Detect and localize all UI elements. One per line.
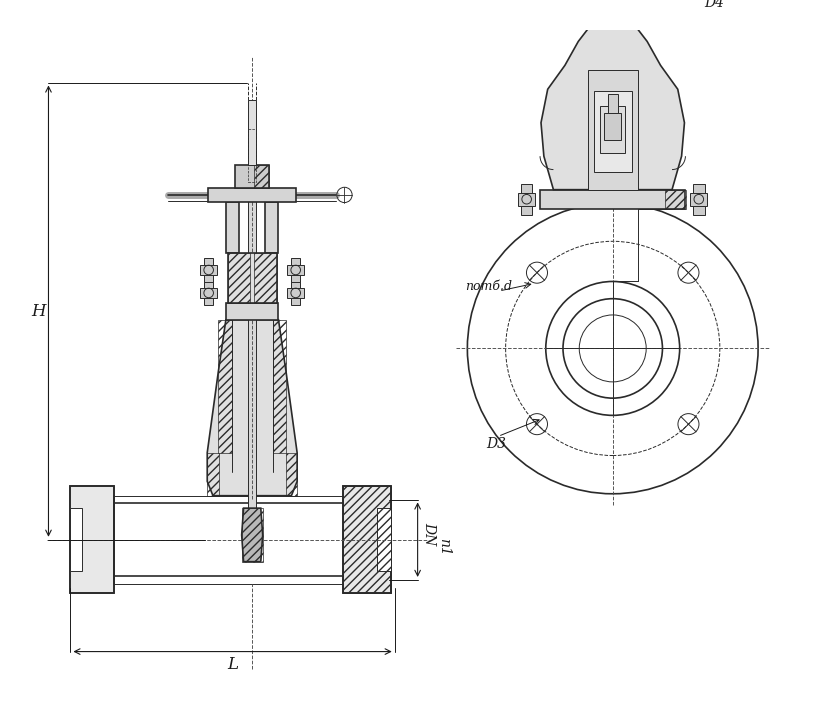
Bar — [204, 258, 214, 265]
Bar — [287, 288, 305, 298]
Text: D3: D3 — [486, 437, 506, 451]
Bar — [200, 288, 217, 298]
Bar — [594, 91, 631, 172]
Bar — [518, 192, 536, 206]
Bar — [226, 202, 239, 253]
Bar — [286, 452, 297, 495]
Bar — [254, 253, 277, 302]
Bar — [608, 94, 618, 113]
Bar — [226, 302, 278, 320]
Bar — [204, 298, 214, 305]
Bar — [521, 184, 532, 192]
Bar — [548, 0, 678, 10]
Bar — [291, 298, 301, 305]
Bar — [604, 113, 622, 140]
Bar — [70, 486, 114, 593]
Bar — [378, 508, 391, 572]
Bar — [665, 190, 686, 209]
Bar — [343, 486, 391, 593]
Bar — [204, 275, 214, 282]
Bar — [693, 206, 704, 215]
Bar — [254, 165, 269, 187]
Bar — [600, 106, 625, 154]
Bar — [204, 281, 214, 288]
Bar — [207, 452, 219, 495]
Bar — [218, 320, 232, 452]
Bar — [248, 165, 256, 508]
Text: D4: D4 — [704, 0, 725, 10]
Text: n1: n1 — [437, 538, 450, 556]
Bar — [604, 0, 622, 29]
Bar — [70, 486, 114, 593]
Bar — [291, 281, 301, 288]
Text: H: H — [32, 302, 46, 320]
Bar — [248, 129, 256, 182]
Bar — [343, 486, 391, 593]
Bar — [521, 206, 532, 215]
Text: DN: DN — [423, 522, 437, 546]
Bar — [70, 508, 82, 572]
Bar — [343, 486, 391, 593]
Bar — [291, 258, 301, 265]
Bar — [248, 100, 256, 165]
Bar — [588, 70, 637, 190]
Bar — [242, 508, 263, 561]
Polygon shape — [242, 508, 263, 561]
Bar — [200, 265, 217, 275]
Bar — [291, 275, 301, 282]
Bar — [540, 190, 686, 209]
Polygon shape — [541, 29, 685, 190]
Bar — [265, 202, 278, 253]
Bar — [287, 265, 305, 275]
Bar — [690, 192, 708, 206]
Bar — [228, 253, 251, 302]
Bar — [235, 165, 269, 187]
Bar — [208, 187, 296, 202]
Bar — [273, 320, 286, 452]
Text: nomб.d: nomб.d — [465, 280, 513, 293]
Bar — [693, 184, 704, 192]
Text: L: L — [227, 656, 238, 673]
Polygon shape — [207, 320, 297, 495]
Bar — [228, 253, 277, 302]
